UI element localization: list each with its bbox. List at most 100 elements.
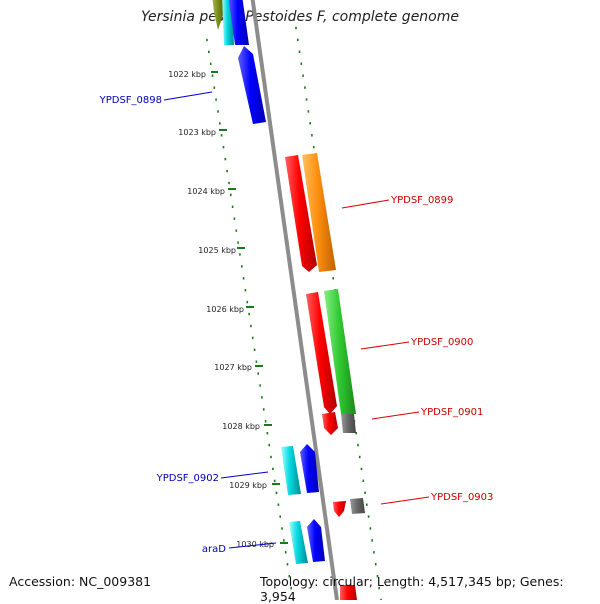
right-boundary-dot [364,491,366,494]
right-boundary-dot [360,467,363,471]
left-boundary-dot [264,420,267,423]
right-boundary-dot [367,515,370,518]
right-boundary-dot [378,586,380,590]
right-boundary-dot [312,146,315,149]
left-boundary-dot [211,74,214,77]
label-arad[interactable]: araD [202,544,226,555]
right-boundary-dot [374,563,377,566]
gene-bottom-red[interactable] [340,585,357,600]
left-boundary-dot [292,598,294,600]
tick-labels: 1022 kbp 1023 kbp 1024 kbp 1025 kbp 1026… [168,70,274,549]
right-boundary-dot [311,134,313,137]
tick-label-1025: 1025 kbp [198,246,236,255]
left-boundary-dot [213,86,216,89]
right-boundary-dot [376,575,379,578]
left-boundary-dot [228,181,230,185]
tick-label-1023: 1023 kbp [178,128,216,137]
gene-olive-top[interactable] [212,0,224,30]
left-boundary-dot [286,563,289,566]
left-boundary-dot [217,110,219,113]
tick-label-1027: 1027 kbp [214,363,252,372]
gene-labels: YPDSF_0898 YPDSF_0899 YPDSF_0900 YPDSF_0… [99,95,494,555]
left-boundary-dot [283,539,285,542]
right-boundary-dot [300,62,303,65]
gene-ypdsf-0900-b[interactable] [324,289,356,414]
gene-ypdsf-0900-a[interactable] [306,292,337,414]
label-ypdsf-0898[interactable]: YPDSF_0898 [99,95,162,106]
left-boundary-dot [235,229,238,232]
right-boundary-dot [302,74,304,77]
left-dotted-boundary [206,38,294,600]
gene-ypdsf-0902-b[interactable] [300,444,319,493]
left-boundary-dot [281,527,283,530]
leader-ypdsf-0901 [371,411,420,420]
left-boundary-dot [268,443,270,447]
left-boundary-dot [241,265,243,268]
left-boundary-dot [275,491,278,494]
right-boundary-dot [304,86,306,89]
left-boundary-dot [250,324,252,328]
right-boundary-dot [357,443,359,447]
tick-label-1029: 1029 kbp [229,481,267,490]
gene-ypdsf-0899-a[interactable] [285,155,317,272]
gene-ypdsf-0901-a[interactable] [322,412,338,435]
right-boundary-dot [298,50,301,53]
tick-label-1030: 1030 kbp [236,540,274,549]
gene-ypdsf-0903-a[interactable] [333,501,346,517]
gene-arad-a[interactable] [289,521,308,564]
left-boundary-dot [279,515,281,518]
tick-label-1024: 1024 kbp [187,187,225,196]
right-boundary-dot [371,539,373,542]
tick-label-1026: 1026 kbp [206,305,244,314]
gene-arad-b[interactable] [307,519,325,562]
left-boundary-dot [219,122,221,125]
gene-ypdsf-0898[interactable] [238,46,266,124]
right-boundary-dot [297,38,299,42]
right-boundary-dot [373,551,375,554]
tick-marks [211,71,288,544]
left-boundary-dot [215,98,217,101]
right-boundary-dot [380,598,382,600]
gene-ypdsf-0902-a[interactable] [281,446,301,495]
left-boundary-dot [224,157,227,161]
left-boundary-dot [209,62,212,65]
left-boundary-dot [253,348,256,351]
right-boundary-dot [332,277,334,280]
left-boundary-dot [284,551,287,554]
right-boundary-dot [358,455,361,459]
gene-blue-top[interactable] [228,0,249,45]
right-boundary-dot [307,110,310,113]
left-boundary-dot [273,479,276,483]
left-boundary-dot [246,300,249,304]
gene-ypdsf-0901-b[interactable] [341,414,356,433]
left-boundary-dot [233,217,236,220]
left-boundary-dot [266,432,269,435]
right-boundary-dot [309,122,311,125]
accession-text: Accession: NC_009381 [9,574,152,589]
right-boundary-dot [366,503,368,506]
gene-label-lines [163,91,430,549]
left-boundary-dot [251,336,254,340]
leader-arad [228,542,277,549]
label-ypdsf-0901[interactable]: YPDSF_0901 [420,407,483,418]
left-boundary-dot [237,241,239,244]
left-boundary-dot [239,253,241,256]
leader-ypdsf-0902 [220,471,269,479]
right-boundary-dot [295,26,297,30]
label-ypdsf-0900[interactable]: YPDSF_0900 [410,337,473,348]
gene-ypdsf-0903-b[interactable] [350,498,365,514]
left-boundary-dot [230,193,232,197]
label-ypdsf-0899[interactable]: YPDSF_0899 [390,195,453,206]
left-boundary-dot [290,586,292,590]
gene-features [212,0,365,600]
leader-ypdsf-0900 [360,341,410,350]
tick-label-1022: 1022 kbp [168,70,206,79]
left-boundary-dot [242,277,245,280]
label-ypdsf-0902[interactable]: YPDSF_0902 [156,473,219,484]
label-ypdsf-0903[interactable]: YPDSF_0903 [430,492,493,503]
left-boundary-dot [255,360,258,363]
right-boundary-dot [355,432,357,435]
gene-ypdsf-0899-b[interactable] [302,153,336,272]
left-boundary-dot [277,503,280,506]
left-boundary-dot [272,467,274,471]
